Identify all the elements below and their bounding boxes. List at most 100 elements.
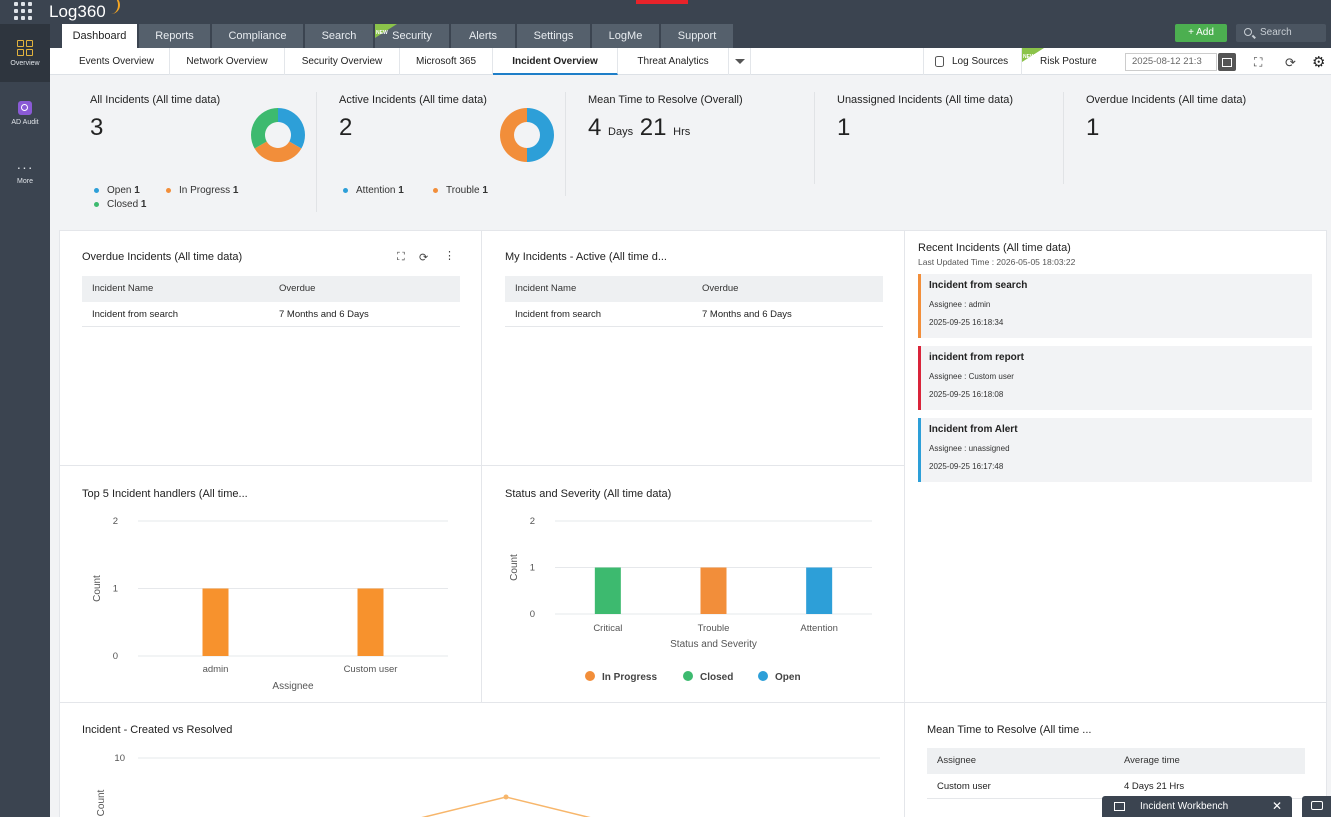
column-header[interactable]: Assignee: [937, 755, 977, 766]
calendar-icon[interactable]: [1218, 53, 1236, 71]
bar-attention: [806, 567, 833, 614]
top-bar: Log360: [0, 0, 1331, 24]
mttr-hours: 21: [639, 114, 667, 141]
refresh-icon[interactable]: ⟳: [419, 252, 429, 264]
incident-assignee: Assignee : admin: [929, 300, 990, 309]
refresh-icon[interactable]: ⟳: [1285, 55, 1296, 70]
table-row[interactable]: Incident from search 7 Months and 6 Days: [505, 303, 883, 327]
incident-time: 2025-09-25 16:18:08: [929, 390, 1004, 399]
sidebar-item-label: Overview: [10, 60, 40, 67]
subtab-events-overview[interactable]: Events Overview: [64, 48, 170, 75]
cell-incident-name[interactable]: Incident from search: [92, 309, 179, 320]
tab-dashboard[interactable]: Dashboard: [62, 24, 138, 48]
subtab-threat-analytics[interactable]: Threat Analytics: [618, 48, 729, 75]
log-sources-button[interactable]: Log Sources: [923, 48, 1021, 75]
summary-active-incidents: Active Incidents (All time data) 2 Atten…: [317, 76, 565, 216]
apps-grid-icon[interactable]: [14, 2, 32, 20]
status-severity-panel: Status and Severity (All time data) 0 1 2 C…: [481, 465, 905, 703]
legend-dot: [433, 187, 438, 193]
y-axis-label: Count: [509, 554, 520, 581]
legend-label: In Progress: [179, 185, 231, 196]
donut-slice-closed: [251, 108, 278, 149]
summary-mttr: Mean Time to Resolve (Overall) 4 Days 21…: [566, 76, 814, 216]
incident-title[interactable]: incident from report: [929, 352, 1025, 363]
table-header: Incident Name Overdue: [82, 276, 460, 302]
assignee-label: Assignee :: [929, 372, 967, 381]
sidebar-item-ad-audit[interactable]: AD Audit: [0, 94, 50, 134]
magnifier-badge-icon: [18, 101, 32, 115]
date-range-input[interactable]: 2025-08-12 21:3: [1125, 53, 1217, 71]
subtab-microsoft-365[interactable]: Microsoft 365: [400, 48, 493, 75]
fullscreen-icon[interactable]: ⛶: [1254, 55, 1263, 69]
more-tabs-chevron-icon[interactable]: [729, 48, 751, 75]
incident-title[interactable]: Incident from search: [929, 280, 1028, 291]
column-header[interactable]: Overdue: [279, 283, 316, 294]
subtab-incident-overview[interactable]: Incident Overview: [493, 48, 618, 75]
y-tick-label: 10: [114, 753, 125, 764]
created-vs-resolved-panel: Incident - Created vs Resolved 10 Count: [59, 702, 905, 817]
tab-alerts[interactable]: Alerts: [451, 24, 516, 48]
summary-value: 3: [90, 114, 104, 141]
donut-slices: [500, 108, 554, 162]
assignee-value: Custom user: [968, 372, 1014, 381]
line-point: [503, 794, 509, 800]
incident-workbench-bar[interactable]: Incident Workbench ✕: [1102, 796, 1292, 817]
summary-all-incidents: All Incidents (All time data) 3 Open 1 I…: [60, 76, 315, 216]
tab-compliance[interactable]: Compliance: [212, 24, 304, 48]
kebab-menu-icon[interactable]: ⋮: [444, 250, 455, 262]
database-icon: [935, 56, 944, 67]
mttr-days-unit: Days: [608, 126, 634, 138]
panel-title: Status and Severity (All time data): [505, 488, 672, 500]
legend-count: 1: [140, 199, 147, 210]
recent-incident-card[interactable]: Incident from Alert Assignee : unassigne…: [918, 418, 1312, 482]
bar-trouble: [700, 567, 727, 614]
legend-label: Attention: [356, 185, 396, 196]
legend-open: Open 1: [94, 185, 140, 196]
tab-support[interactable]: Support: [661, 24, 734, 48]
subtab-security-overview[interactable]: Security Overview: [285, 48, 400, 75]
sidebar-item-overview[interactable]: Overview: [0, 24, 50, 82]
sidebar-item-label: AD Audit: [11, 119, 39, 126]
tab-search[interactable]: Search: [305, 24, 374, 48]
column-header[interactable]: Incident Name: [515, 283, 577, 294]
x-tick-label: Custom user: [344, 664, 398, 675]
add-button[interactable]: + Add: [1175, 24, 1227, 42]
recent-incident-card[interactable]: Incident from search Assignee : admin 20…: [918, 274, 1312, 338]
tab-security[interactable]: Security NEW: [375, 24, 450, 48]
column-header[interactable]: Incident Name: [92, 283, 154, 294]
cell-incident-name[interactable]: Incident from search: [515, 309, 602, 320]
cell-assignee: Custom user: [937, 781, 991, 792]
close-icon[interactable]: ✕: [1271, 799, 1282, 813]
created-vs-resolved-chart: 10 Count: [96, 753, 880, 817]
sidebar-item-more[interactable]: ··· More: [0, 156, 50, 192]
sidebar-item-label: More: [17, 178, 33, 185]
alert-strip: [636, 0, 688, 4]
incident-title[interactable]: Incident from Alert: [929, 424, 1018, 435]
panel-title: Top 5 Incident handlers (All time...: [82, 488, 248, 500]
column-header[interactable]: Average time: [1124, 755, 1180, 766]
legend-dot: [94, 201, 99, 207]
risk-posture-button[interactable]: NEW Risk Posture: [1021, 48, 1113, 75]
top-handlers-panel: Top 5 Incident handlers (All time... 0 1 2…: [59, 465, 482, 703]
all-incidents-donut[interactable]: [250, 107, 306, 163]
column-header[interactable]: Overdue: [702, 283, 739, 294]
tab-settings[interactable]: Settings: [517, 24, 591, 48]
subtab-network-overview[interactable]: Network Overview: [170, 48, 285, 75]
gear-icon[interactable]: ⚙: [1312, 54, 1326, 71]
log-sources-label: Log Sources: [952, 56, 1009, 67]
divider: [814, 92, 815, 184]
active-incidents-donut[interactable]: [499, 107, 555, 163]
expand-icon[interactable]: ⛶: [397, 251, 405, 263]
legend-closed: Closed 1: [94, 199, 146, 210]
x-tick-label: Attention: [800, 623, 838, 634]
global-search-input[interactable]: Search: [1236, 24, 1326, 42]
chat-button[interactable]: [1302, 796, 1331, 817]
recent-incident-card[interactable]: incident from report Assignee : Custom u…: [918, 346, 1312, 410]
tab-reports[interactable]: Reports: [139, 24, 211, 48]
donut-slice-open: [278, 108, 305, 149]
legend-label: Open: [107, 185, 132, 196]
table-row[interactable]: Incident from search 7 Months and 6 Days: [82, 303, 460, 327]
tab-logme[interactable]: LogMe: [592, 24, 660, 48]
left-sidebar: Overview AD Audit ··· More: [0, 24, 50, 817]
summary-value: 4 Days 21 Hrs: [588, 114, 690, 142]
